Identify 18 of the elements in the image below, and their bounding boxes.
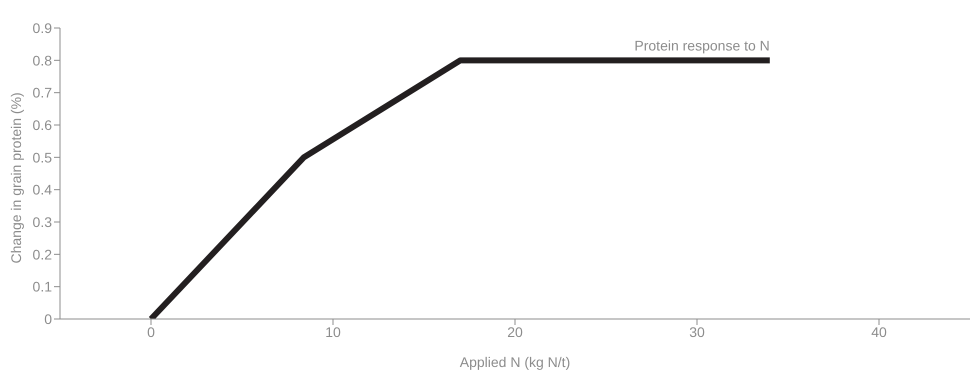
y-tick-label: 0 — [44, 310, 52, 327]
y-tick-label: 0.1 — [32, 278, 52, 295]
y-tick-label: 0.9 — [32, 20, 52, 36]
y-tick-label: 0.7 — [32, 84, 52, 101]
x-tick-label: 30 — [689, 324, 705, 340]
x-tick-label: 0 — [147, 324, 156, 340]
x-axis-title: Applied N (kg N/t) — [460, 354, 570, 370]
series-label: Protein response to N — [634, 37, 770, 54]
x-tick-label: 10 — [325, 324, 341, 340]
y-tick-label: 0.4 — [32, 182, 52, 198]
y-axis-title: Change in grain protein (%) — [8, 92, 24, 264]
y-tick-label: 0.6 — [32, 116, 52, 133]
y-tick-label: 0.2 — [32, 246, 52, 262]
y-tick-label: 0.8 — [32, 52, 52, 68]
x-tick-label: 20 — [507, 324, 523, 340]
y-tick-label: 0.3 — [32, 214, 52, 230]
y-tick-label: 0.5 — [32, 149, 52, 166]
x-tick-label: 40 — [871, 324, 887, 340]
